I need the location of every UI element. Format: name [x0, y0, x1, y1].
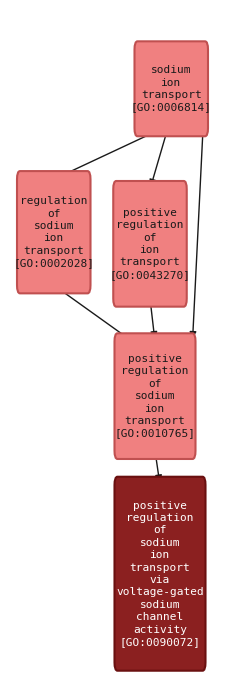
Text: positive
regulation
of
sodium
ion
transport
[GO:0010765]: positive regulation of sodium ion transp…	[114, 354, 196, 438]
FancyBboxPatch shape	[17, 171, 90, 294]
FancyBboxPatch shape	[134, 41, 208, 137]
Text: sodium
ion
transport
[GO:0006814]: sodium ion transport [GO:0006814]	[131, 65, 212, 113]
FancyBboxPatch shape	[114, 477, 206, 671]
Text: regulation
of
sodium
ion
transport
[GO:0002028]: regulation of sodium ion transport [GO:0…	[13, 196, 94, 268]
FancyBboxPatch shape	[113, 181, 187, 307]
Text: positive
regulation
of
ion
transport
[GO:0043270]: positive regulation of ion transport [GO…	[110, 208, 190, 280]
FancyBboxPatch shape	[114, 333, 196, 459]
Text: positive
regulation
of
sodium
ion
transport
via
voltage-gated
sodium
channel
act: positive regulation of sodium ion transp…	[116, 501, 204, 647]
